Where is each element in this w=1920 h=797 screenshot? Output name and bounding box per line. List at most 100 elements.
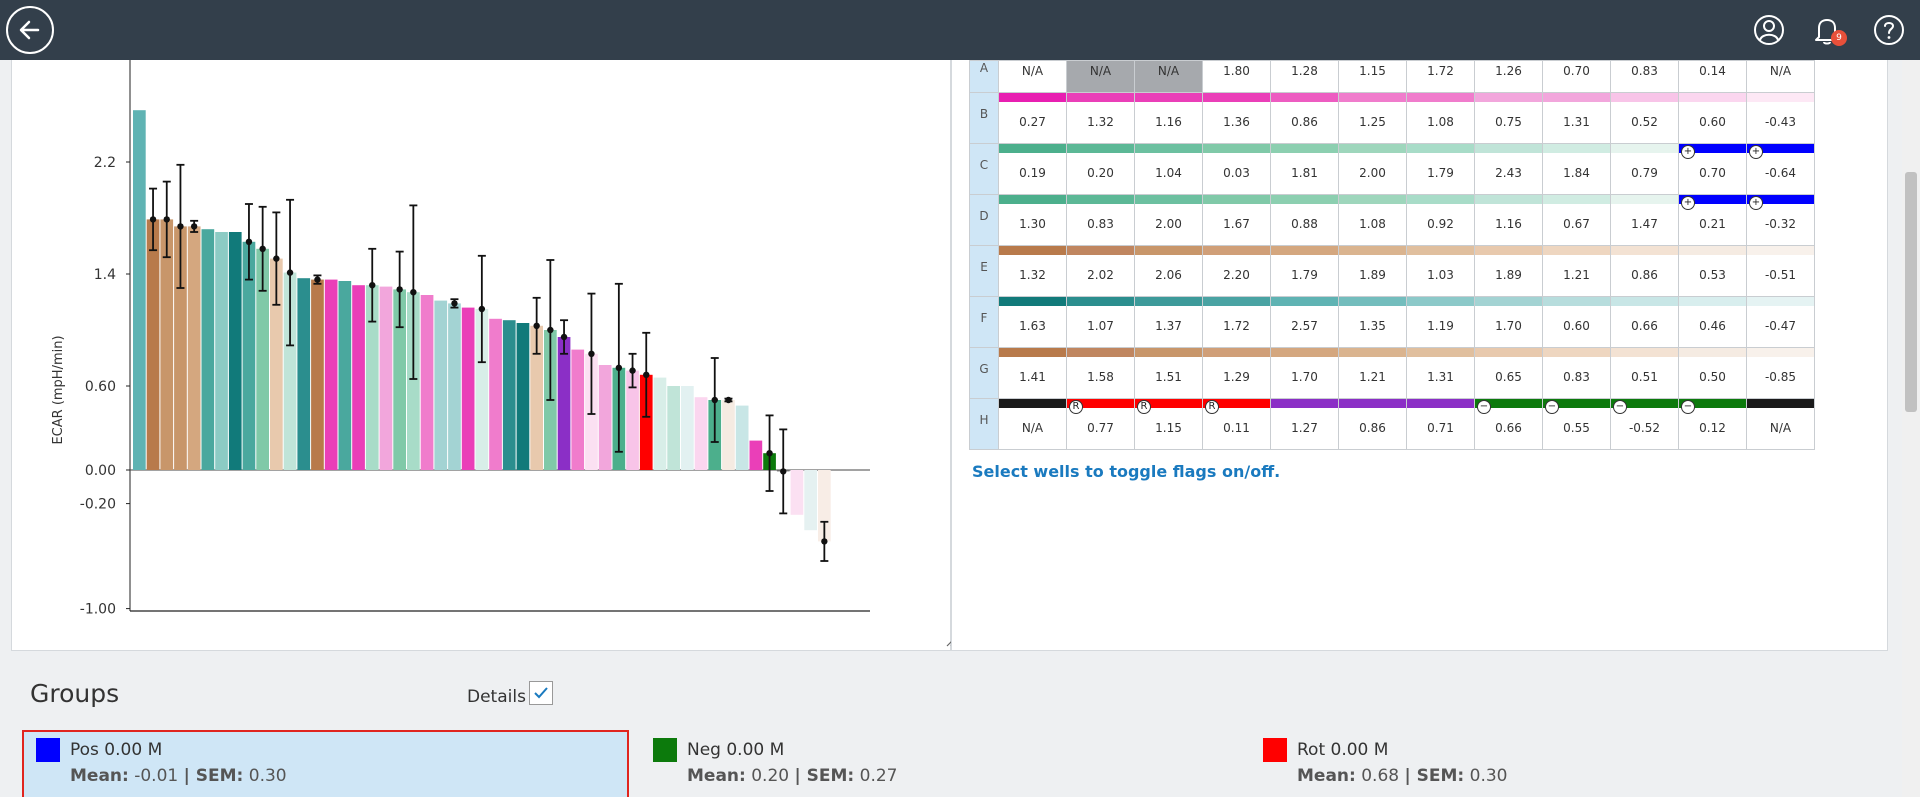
plate-well[interactable]: 1.31 (1406, 347, 1475, 399)
plate-well[interactable]: 0.88 (1270, 194, 1339, 246)
plate-well[interactable]: 1.37 (1134, 296, 1203, 348)
plate-well[interactable]: 2.00 (1134, 194, 1203, 246)
plate-well[interactable]: 0.67 (1542, 194, 1611, 246)
rotenone-flag-icon[interactable]: R (1205, 400, 1219, 414)
negative-flag-icon[interactable]: − (1681, 400, 1695, 414)
plate-well[interactable]: 1.58 (1066, 347, 1135, 399)
plate-well[interactable]: 1.04 (1134, 143, 1203, 195)
plate-well[interactable]: 1.79 (1270, 245, 1339, 297)
plate-well[interactable]: 1.16 (1474, 194, 1543, 246)
plate-well[interactable]: 1.31 (1542, 92, 1611, 144)
plate-well[interactable]: 1.41 (998, 347, 1067, 399)
plate-well[interactable]: 1.15 (1338, 60, 1407, 93)
details-checkbox[interactable] (529, 681, 553, 705)
plate-well[interactable]: N/A (998, 60, 1067, 93)
plate-well[interactable]: 1.80 (1202, 60, 1271, 93)
plate-well[interactable]: −0.55 (1542, 398, 1611, 450)
back-button[interactable] (6, 6, 54, 54)
group-card[interactable]: Neg 0.00 M Mean: 0.20 | SEM: 0.27 (641, 732, 1241, 797)
plate-well[interactable]: 1.32 (998, 245, 1067, 297)
plate-well[interactable]: N/A (1746, 60, 1815, 93)
plate-well[interactable]: 1.27 (1270, 398, 1339, 450)
plate-well[interactable]: 0.46 (1678, 296, 1747, 348)
plate-well[interactable]: 1.79 (1406, 143, 1475, 195)
plate-well[interactable]: 1.51 (1134, 347, 1203, 399)
plate-well[interactable]: 0.83 (1542, 347, 1611, 399)
positive-flag-icon[interactable]: + (1749, 196, 1763, 210)
plate-well[interactable]: 0.51 (1610, 347, 1679, 399)
plate-well[interactable]: 0.86 (1270, 92, 1339, 144)
plate-well[interactable]: 1.89 (1338, 245, 1407, 297)
bell-icon[interactable] (1810, 13, 1844, 47)
plate-well[interactable]: N/A (1066, 60, 1135, 93)
rotenone-flag-icon[interactable]: R (1137, 400, 1151, 414)
plate-well[interactable]: 1.63 (998, 296, 1067, 348)
plate-well[interactable]: 1.72 (1406, 60, 1475, 93)
plate-well[interactable]: + -0.64 (1746, 143, 1815, 195)
plate-well[interactable]: 1.26 (1474, 60, 1543, 93)
plate-well[interactable]: N/A (998, 398, 1067, 450)
plate-well[interactable]: 1.21 (1542, 245, 1611, 297)
plate-well[interactable]: 1.30 (998, 194, 1067, 246)
plate-well[interactable]: 1.32 (1066, 92, 1135, 144)
group-card[interactable]: Rot 0.00 M Mean: 0.68 | SEM: 0.30 (1251, 732, 1851, 797)
plate-well[interactable]: 2.00 (1338, 143, 1407, 195)
plate-well[interactable]: 1.16 (1134, 92, 1203, 144)
plate-well[interactable]: 0.52 (1610, 92, 1679, 144)
plate-well[interactable]: 0.92 (1406, 194, 1475, 246)
plate-well[interactable]: 1.35 (1338, 296, 1407, 348)
plate-well[interactable]: 0.83 (1610, 60, 1679, 93)
plate-well[interactable]: 1.72 (1202, 296, 1271, 348)
plate-well[interactable]: 1.29 (1202, 347, 1271, 399)
plate-well[interactable]: +0.21 (1678, 194, 1747, 246)
plate-well[interactable]: 0.50 (1678, 347, 1747, 399)
plate-well[interactable]: 2.20 (1202, 245, 1271, 297)
plate-well[interactable]: N/A (1134, 60, 1203, 93)
plate-well[interactable]: 1.21 (1338, 347, 1407, 399)
plate-well[interactable]: -0.85 (1746, 347, 1815, 399)
plate-well[interactable]: R 0.11 (1202, 398, 1271, 450)
plate-well[interactable]: 0.65 (1474, 347, 1543, 399)
plate-well[interactable]: 0.75 (1474, 92, 1543, 144)
plate-well[interactable]: +0.70 (1678, 143, 1747, 195)
plate-well[interactable]: 0.27 (998, 92, 1067, 144)
negative-flag-icon[interactable]: − (1477, 400, 1491, 414)
plate-well[interactable]: 1.08 (1406, 92, 1475, 144)
plate-well[interactable]: 1.36 (1202, 92, 1271, 144)
plate-well[interactable]: − -0.52 (1610, 398, 1679, 450)
plate-well[interactable]: 1.47 (1610, 194, 1679, 246)
plate-well[interactable]: -0.43 (1746, 92, 1815, 144)
scrollbar-thumb[interactable] (1905, 172, 1917, 412)
plate-well[interactable]: 1.19 (1406, 296, 1475, 348)
plate-well[interactable]: -0.51 (1746, 245, 1815, 297)
plate-well[interactable]: 0.60 (1678, 92, 1747, 144)
plate-well[interactable]: 0.19 (998, 143, 1067, 195)
plate-well[interactable]: 0.79 (1610, 143, 1679, 195)
plate-well[interactable]: 2.02 (1066, 245, 1135, 297)
plate-well[interactable]: −0.66 (1474, 398, 1543, 450)
plate-well[interactable]: R 0.77 (1066, 398, 1135, 450)
positive-flag-icon[interactable]: + (1681, 145, 1695, 159)
plate-well[interactable]: 0.20 (1066, 143, 1135, 195)
plate-well[interactable]: 0.53 (1678, 245, 1747, 297)
plate-well[interactable]: N/A (1746, 398, 1815, 450)
plate-well[interactable]: 1.84 (1542, 143, 1611, 195)
plate-well[interactable]: 2.43 (1474, 143, 1543, 195)
plate-well[interactable]: 1.03 (1406, 245, 1475, 297)
positive-flag-icon[interactable]: + (1681, 196, 1695, 210)
plate-well[interactable]: -0.47 (1746, 296, 1815, 348)
plate-well[interactable]: 0.70 (1542, 60, 1611, 93)
plate-well[interactable]: R 1.15 (1134, 398, 1203, 450)
plate-well[interactable]: 0.03 (1202, 143, 1271, 195)
plate-well[interactable]: 1.89 (1474, 245, 1543, 297)
plate-well[interactable]: 0.60 (1542, 296, 1611, 348)
positive-flag-icon[interactable]: + (1749, 145, 1763, 159)
rotenone-flag-icon[interactable]: R (1069, 400, 1083, 414)
group-card[interactable]: Pos 0.00 M Mean: -0.01 | SEM: 0.30 (22, 730, 629, 797)
plate-well[interactable]: 0.86 (1610, 245, 1679, 297)
plate-well[interactable]: 1.81 (1270, 143, 1339, 195)
negative-flag-icon[interactable]: − (1613, 400, 1627, 414)
plate-well[interactable]: + -0.32 (1746, 194, 1815, 246)
plate-well[interactable]: 1.70 (1474, 296, 1543, 348)
plate-well[interactable]: −0.12 (1678, 398, 1747, 450)
